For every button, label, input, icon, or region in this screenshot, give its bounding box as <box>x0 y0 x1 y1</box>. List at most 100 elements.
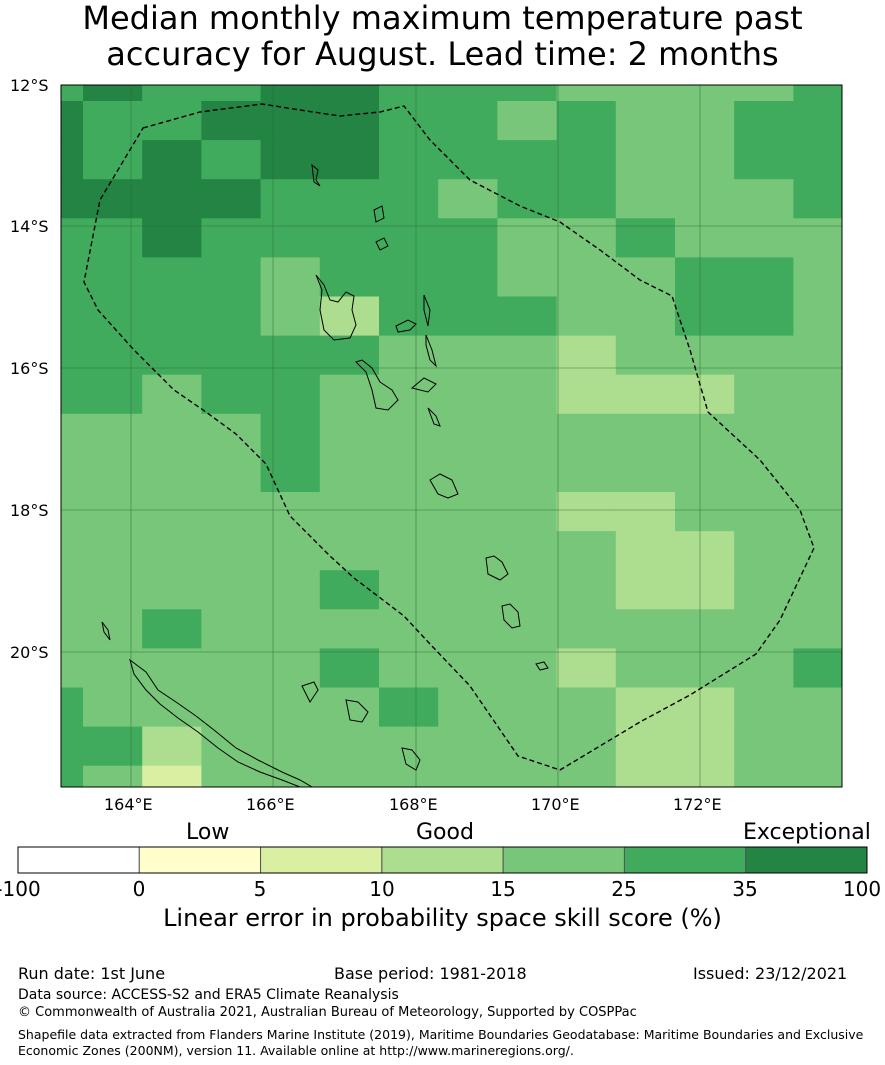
grid-cell <box>793 531 843 571</box>
colorbar-tick: 35 <box>732 877 758 901</box>
grid-cell <box>260 570 321 610</box>
grid-cell <box>438 609 498 649</box>
grid-cell <box>497 101 558 141</box>
grid-cell <box>556 687 617 728</box>
grid-cell <box>497 335 558 376</box>
grid-cell <box>83 570 143 610</box>
grid-cell <box>201 726 262 767</box>
grid-cell <box>675 101 735 141</box>
grid-cell <box>379 218 439 258</box>
grid-cell <box>142 335 202 376</box>
grid-cell <box>142 374 202 415</box>
colorbar-tick: 15 <box>490 877 516 901</box>
grid-cell <box>61 101 84 141</box>
grid-cell <box>201 140 262 180</box>
grid-cell <box>675 609 735 649</box>
grid-cell <box>319 374 380 415</box>
grid-cell <box>556 179 617 219</box>
island-belep <box>101 621 111 641</box>
grid-cell <box>793 296 843 337</box>
island-banks <box>373 205 385 223</box>
grid-cell <box>83 687 143 728</box>
grid-cell <box>201 374 262 415</box>
colorbar-segment <box>260 846 383 874</box>
grid-cell <box>260 765 321 788</box>
title-line-2: accuracy for August. Lead time: 2 months <box>106 35 779 73</box>
grid-cell <box>319 179 380 219</box>
base-period: Base period: 1981-2018 <box>334 964 527 983</box>
grid-cell <box>556 531 617 571</box>
colorbar-tick: 25 <box>611 877 637 901</box>
colorbar-label-low: Low <box>186 820 230 845</box>
grid-cell <box>497 218 558 258</box>
grid-cell <box>61 335 84 376</box>
grid-cell <box>615 218 676 258</box>
grid-cell <box>675 648 735 688</box>
grid-cell <box>793 85 843 102</box>
grid-cell <box>260 218 321 258</box>
grid-cell <box>142 609 202 649</box>
grid-cell <box>379 257 439 297</box>
grid-cell <box>61 218 84 258</box>
grid-cell <box>556 101 617 141</box>
grid-cell <box>675 765 735 788</box>
grid-cell <box>61 570 84 610</box>
grid-cell <box>793 218 843 258</box>
grid-cell <box>61 257 84 297</box>
grid-cell <box>497 726 558 767</box>
grid-cell <box>319 452 380 493</box>
grid-cell <box>83 765 143 788</box>
grid-cell <box>319 648 380 688</box>
run-date: Run date: 1st June <box>18 964 166 983</box>
grid-cell <box>379 413 439 454</box>
grid-cell <box>83 648 143 688</box>
grid-cell <box>497 85 558 102</box>
grid-cell <box>497 413 558 454</box>
colorbar-segment <box>17 846 140 874</box>
grid-cell <box>83 140 143 180</box>
graticule <box>61 85 842 787</box>
grid-cell <box>734 648 794 688</box>
grid-cell <box>615 140 676 180</box>
grid-cell <box>201 531 262 571</box>
grid-cell <box>61 726 84 767</box>
data-source: Data source: ACCESS-S2 and ERA5 Climate … <box>18 987 399 1003</box>
grid-cell <box>319 413 380 454</box>
grid-cell <box>260 257 321 297</box>
grid-cell <box>319 101 380 141</box>
grid-cell <box>201 257 262 297</box>
grid-cell <box>556 609 617 649</box>
grid-cell <box>201 687 262 728</box>
grid-cell <box>734 101 794 141</box>
grid-cell <box>675 726 735 767</box>
skill-score-grid <box>61 85 843 788</box>
colorbar-frame <box>17 846 868 874</box>
colorbar <box>17 846 868 874</box>
grid-cell <box>615 413 676 454</box>
grid-cell <box>793 374 843 415</box>
grid-cell <box>83 101 143 141</box>
island-torres <box>311 163 321 187</box>
grid-cell <box>615 570 676 610</box>
lon-label-170e: 170°E <box>531 795 580 814</box>
grid-cell <box>793 687 843 728</box>
grid-cell <box>142 492 202 532</box>
grid-cell <box>675 374 735 415</box>
grid-cell <box>201 296 262 337</box>
grid-cell <box>379 140 439 180</box>
grid-cell <box>260 179 321 219</box>
shapefile-credit-line-1: Shapefile data extracted from Flanders M… <box>18 1027 864 1042</box>
map-frame <box>60 84 843 788</box>
grid-cell <box>61 296 84 337</box>
grid-cell <box>675 296 735 337</box>
grid-cell <box>675 570 735 610</box>
grid-cell <box>675 413 735 454</box>
lon-label-166e: 166°E <box>246 795 295 814</box>
grid-cell <box>615 335 676 376</box>
grid-cell <box>615 531 676 571</box>
grid-cell <box>142 257 202 297</box>
grid-cell <box>201 570 262 610</box>
grid-cell <box>438 179 498 219</box>
grid-cell <box>497 296 558 337</box>
grid-cell <box>319 218 380 258</box>
